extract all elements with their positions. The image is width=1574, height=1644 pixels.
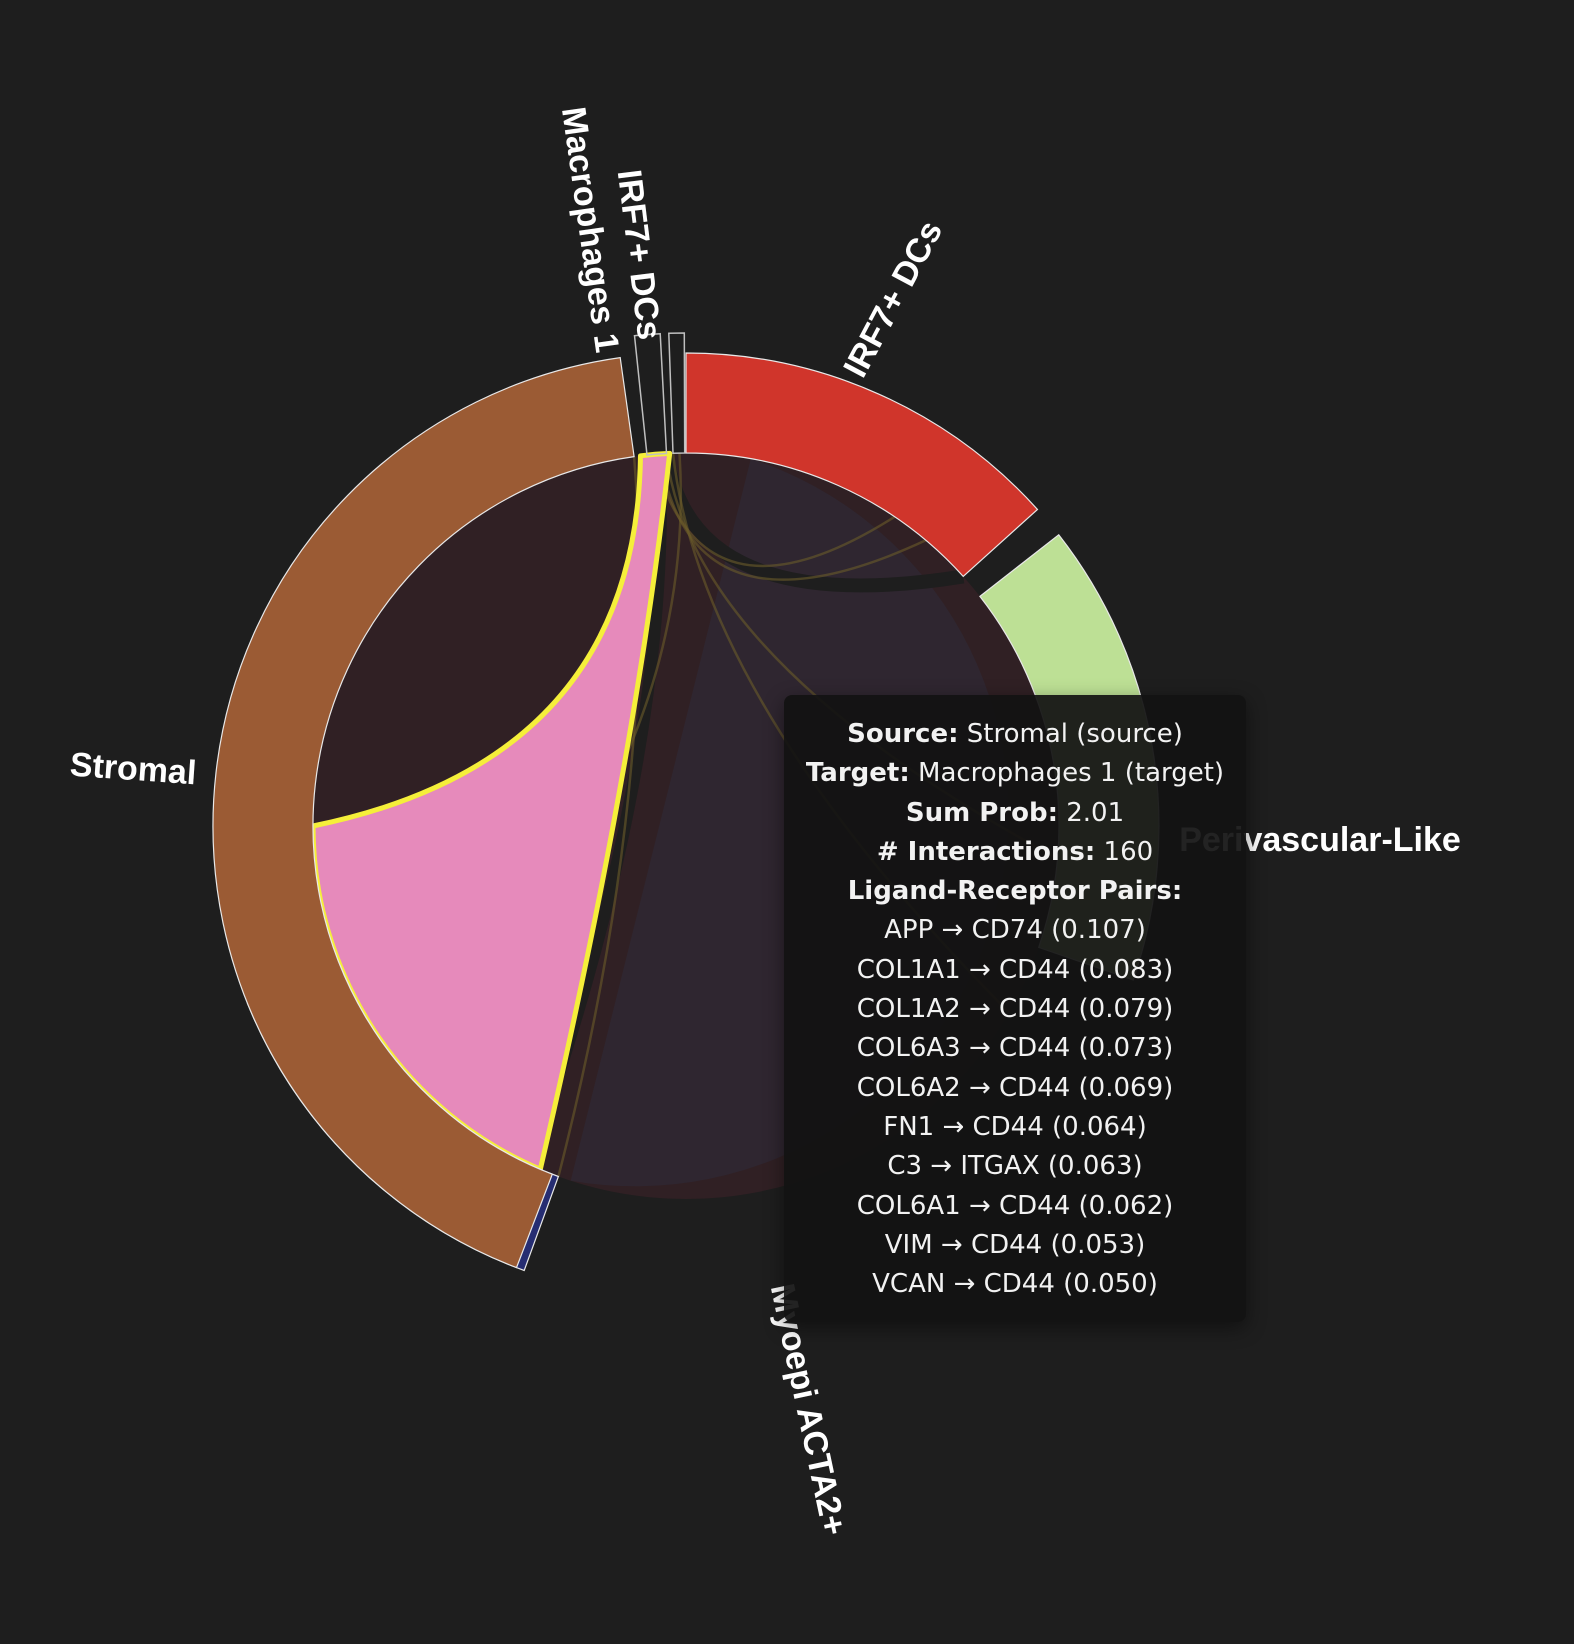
arc-macrophages-1[interactable]	[633, 332, 668, 456]
tooltip-pair: COL6A2 → CD44 (0.069)	[856, 1072, 1174, 1103]
tooltip-source-label: Source:	[847, 719, 959, 749]
tooltip-count-value: 160	[1103, 836, 1154, 867]
tooltip-sum-value: 2.01	[1066, 797, 1125, 828]
chord-1	[658, 453, 927, 581]
arc-irf7-dcs[interactable]	[668, 332, 686, 454]
tooltip-count-row: # Interactions: 160	[784, 833, 1246, 872]
tooltip-pair: COL6A1 → CD44 (0.062)	[856, 1190, 1174, 1221]
tooltip-pair: C3 → ITGAX (0.063)	[887, 1151, 1143, 1182]
arc-irf7-dcs[interactable]	[685, 352, 1039, 578]
tooltip-sum-label: Sum Prob:	[905, 797, 1058, 828]
tooltip-pair: FN1 → CD44 (0.064)	[883, 1111, 1147, 1142]
tooltip-count-label: # Interactions:	[876, 836, 1096, 867]
label-stromal: Stromal	[69, 746, 198, 793]
tooltip-sum-row: Sum Prob: 2.01	[784, 794, 1246, 833]
tooltip-pair: APP → CD74 (0.107)	[884, 915, 1146, 946]
tooltip-pairs-header: Ligand-Receptor Pairs:	[784, 872, 1246, 911]
tooltip-pair: COL1A2 → CD44 (0.079)	[856, 994, 1174, 1025]
tooltip-pair: VIM → CD44 (0.053)	[884, 1229, 1146, 1260]
tooltip-source-value: Stromal (source)	[966, 719, 1183, 749]
chord-tooltip: Source: Stromal (source) Target: Macroph…	[784, 695, 1246, 1323]
tooltip-target-row: Target: Macrophages 1 (target)	[784, 754, 1246, 793]
chord-gap	[659, 452, 965, 593]
tooltip-target-label: Target:	[805, 758, 910, 789]
label-irf7-dcs: IRF7+ DCs	[836, 215, 950, 384]
tooltip-pair: COL1A1 → CD44 (0.083)	[856, 954, 1174, 985]
tooltip-source-row: Source: Stromal (source)	[784, 715, 1246, 754]
tooltip-pair: COL6A3 → CD44 (0.073)	[856, 1033, 1174, 1064]
chord-0	[652, 454, 896, 568]
arc-stromal[interactable]	[212, 356, 635, 1269]
tooltip-target-value: Macrophages 1 (target)	[918, 758, 1225, 789]
tooltip-pairs-label: Ligand-Receptor Pairs:	[847, 876, 1183, 907]
tooltip-pair: VCAN → CD44 (0.050)	[872, 1269, 1158, 1300]
label-macrophages-1: Macrophages 1	[554, 105, 626, 355]
